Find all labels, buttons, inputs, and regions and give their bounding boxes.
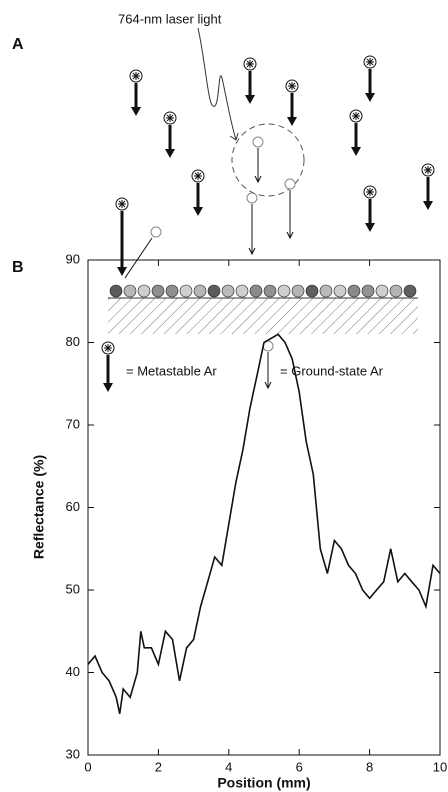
atom-star xyxy=(246,60,254,68)
surface-atom xyxy=(305,284,319,298)
y-tick-label: 50 xyxy=(66,581,80,596)
atom-arrowhead xyxy=(365,93,375,102)
atom-arrowhead xyxy=(103,383,113,392)
atom-star xyxy=(288,82,296,90)
chart: B Position (mm) Reflectance (%) 30405060… xyxy=(12,251,447,790)
surface-atom xyxy=(221,284,235,298)
surface-atom xyxy=(193,284,207,298)
metastable-atom xyxy=(129,69,143,116)
x-tick-label: 8 xyxy=(366,759,373,774)
surface-atom xyxy=(109,284,123,298)
metastable-atom xyxy=(363,55,377,102)
x-tick-label: 6 xyxy=(296,759,303,774)
laser-spot xyxy=(231,123,305,197)
metastable-atom xyxy=(285,79,299,126)
atom xyxy=(252,136,264,148)
x-tick-label: 0 xyxy=(84,759,91,774)
atom-arrowhead xyxy=(248,247,256,256)
data-line xyxy=(87,333,441,714)
atom-star xyxy=(194,172,202,180)
atom-star xyxy=(424,166,432,174)
surface-atom xyxy=(207,284,221,298)
surface-atom xyxy=(179,284,193,298)
diagram: A 764-nm laser light = Metastable Ar = G… xyxy=(12,11,435,392)
surface-atom xyxy=(151,284,165,298)
atom-star xyxy=(166,114,174,122)
surface-atom xyxy=(333,284,347,298)
substrate xyxy=(108,298,418,334)
metastable-atom xyxy=(421,163,435,210)
atom-arrowhead xyxy=(117,267,127,276)
x-tick-label: 10 xyxy=(433,759,447,774)
metastable-atom xyxy=(243,57,257,104)
atom-arrowhead xyxy=(254,175,262,184)
y-tick-label: 70 xyxy=(66,416,80,431)
panel-label: A xyxy=(12,36,24,53)
surface-atom xyxy=(263,284,277,298)
laser-arrowhead xyxy=(229,132,239,141)
atom xyxy=(284,178,296,190)
plot-frame xyxy=(87,259,441,756)
y-tick-label: 90 xyxy=(66,251,80,266)
atom-arrowhead xyxy=(131,107,141,116)
y-tick-label: 60 xyxy=(66,499,80,514)
x-tick-label: 4 xyxy=(225,759,232,774)
metastable-atom xyxy=(349,109,363,156)
atom-arrowhead xyxy=(287,117,297,126)
atoms xyxy=(101,55,435,392)
metastable-atom xyxy=(363,185,377,232)
atom-star xyxy=(132,72,140,80)
atom-star xyxy=(352,112,360,120)
atom-star xyxy=(366,188,374,196)
atom-arrowhead xyxy=(245,95,255,104)
legend-ground: = Ground-state Ar xyxy=(280,363,384,378)
surface-atom xyxy=(389,284,403,298)
atom-arrowhead xyxy=(264,381,272,390)
atom-star xyxy=(104,344,112,352)
ground-atom xyxy=(262,340,274,390)
surface-atom xyxy=(403,284,417,298)
metastable-atom xyxy=(115,197,129,276)
ground-atom xyxy=(252,136,264,184)
atom-star xyxy=(366,58,374,66)
y-tick-label: 40 xyxy=(66,664,80,679)
metastable-atom xyxy=(101,341,115,392)
surface-atom xyxy=(123,284,137,298)
surface-atom xyxy=(375,284,389,298)
atom-arrowhead xyxy=(286,231,294,240)
y-tick-label: 80 xyxy=(66,334,80,349)
atom-arrowhead xyxy=(351,147,361,156)
atom-star xyxy=(118,200,126,208)
ground-atom xyxy=(284,178,296,240)
surface-atom xyxy=(347,284,361,298)
x-axis-title: Position (mm) xyxy=(217,775,310,791)
y-tick-label: 30 xyxy=(66,746,80,761)
surface-atom xyxy=(319,284,333,298)
surface-atom xyxy=(235,284,249,298)
atom xyxy=(246,192,258,204)
metastable-atom xyxy=(163,111,177,158)
metastable-atom xyxy=(191,169,205,216)
x-tick-label: 2 xyxy=(155,759,162,774)
atom xyxy=(150,226,162,238)
surface-atom xyxy=(165,284,179,298)
laser-beam xyxy=(197,27,237,141)
surface-atom xyxy=(277,284,291,298)
legend-metastable: = Metastable Ar xyxy=(126,363,217,378)
surface-atom xyxy=(291,284,305,298)
ground-atom xyxy=(246,192,258,256)
atom-arrowhead xyxy=(193,207,203,216)
panel-label: B xyxy=(12,259,24,276)
reflected-arrow xyxy=(124,237,153,279)
atom-arrowhead xyxy=(365,223,375,232)
atom-arrowhead xyxy=(165,149,175,158)
surface-atom xyxy=(249,284,263,298)
y-axis-title: Reflectance (%) xyxy=(31,455,47,559)
surface-atom xyxy=(137,284,151,298)
surface-atom xyxy=(361,284,375,298)
atom-arrowhead xyxy=(423,201,433,210)
laser-label: 764-nm laser light xyxy=(118,11,222,26)
